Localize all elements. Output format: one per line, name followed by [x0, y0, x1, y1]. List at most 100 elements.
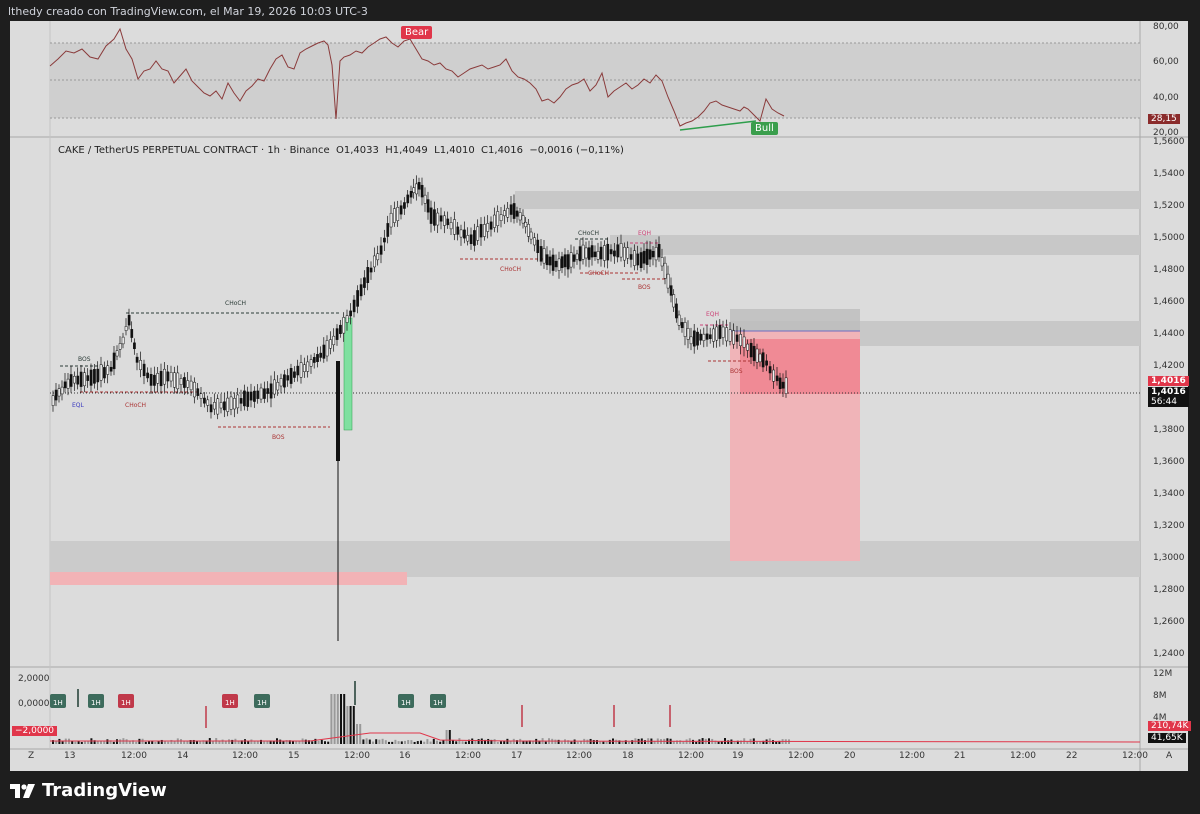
- time-tick: 13: [64, 751, 76, 761]
- candle-body: [623, 246, 626, 261]
- candle-body: [109, 366, 113, 372]
- volume-bar: [564, 739, 566, 744]
- rsi-bear-label: Bear: [401, 26, 433, 39]
- rsi-bull-label: Bull: [751, 122, 778, 135]
- candle-body: [89, 369, 93, 386]
- volume-bar: [55, 741, 58, 744]
- ohlc-open: O1,4033: [336, 145, 379, 156]
- candle-body: [702, 333, 706, 341]
- candle-body: [476, 226, 480, 241]
- volume-bar: [528, 740, 531, 744]
- candle-body: [420, 184, 424, 198]
- symbol-name[interactable]: CAKE / TetherUS PERPETUAL CONTRACT: [58, 145, 258, 156]
- candle-body: [339, 324, 342, 334]
- volume-bar: [311, 741, 314, 744]
- candle-body: [466, 235, 470, 242]
- symbol-legend: CAKE / TetherUS PERPETUAL CONTRACT · 1h …: [58, 145, 624, 156]
- volume-bar: [52, 740, 54, 744]
- price-tick: 1,2400: [1153, 649, 1185, 659]
- volume-bar: [199, 741, 202, 744]
- volume-bar: [292, 740, 294, 744]
- candle-body: [639, 252, 643, 269]
- time-tick: 20: [844, 751, 856, 761]
- volume-bar: [397, 741, 400, 744]
- volume-bar: [375, 739, 378, 744]
- position-stop-zone[interactable]: [730, 309, 860, 331]
- volume-bar: [346, 706, 349, 744]
- candle-body: [636, 253, 640, 266]
- price-tick: 1,4400: [1153, 329, 1185, 339]
- volume-bar: [298, 740, 301, 744]
- volume-bar: [484, 739, 486, 744]
- candle-body: [593, 251, 597, 258]
- current-price: 1,4016: [1151, 387, 1186, 397]
- candle-body: [554, 260, 558, 268]
- indicator-neg-badge: −2,0000: [12, 726, 58, 736]
- candle-body: [486, 223, 490, 232]
- volume-bar: [746, 741, 749, 744]
- candle-body: [86, 375, 90, 381]
- candle-body: [606, 243, 610, 261]
- volume-badge: 210,74K: [1148, 721, 1192, 731]
- volume-bar: [336, 694, 339, 744]
- candle-body: [539, 246, 543, 262]
- candle-body: [784, 377, 788, 394]
- volume-bar: [362, 739, 365, 744]
- candle-body: [689, 336, 693, 345]
- volume-bar: [192, 739, 195, 744]
- candle-body: [493, 214, 496, 228]
- candle-body: [509, 204, 513, 215]
- volume-bar: [455, 741, 458, 744]
- candle-body: [449, 222, 453, 230]
- candle-body: [345, 315, 349, 323]
- candle-body: [542, 248, 546, 264]
- candle-body: [569, 252, 573, 268]
- volume-bar: [525, 740, 528, 744]
- candle-body: [746, 343, 749, 351]
- volume-bar: [570, 741, 573, 744]
- volume-bar: [509, 741, 512, 744]
- signal-marker-label: 1H: [53, 699, 63, 707]
- time-tick: 12:00: [788, 751, 814, 761]
- candle-body: [680, 322, 684, 329]
- screenshot-caption: lthedy creado con TradingView.com, el Ma…: [8, 5, 368, 18]
- candle-body: [239, 398, 243, 404]
- volume-bar: [365, 738, 368, 744]
- volume-bar: [116, 739, 118, 744]
- candle-body: [651, 251, 655, 258]
- candle-body: [103, 367, 106, 379]
- candle-body: [761, 352, 765, 368]
- time-tick: 12:00: [1122, 751, 1148, 761]
- signal-marker-label: 1H: [433, 699, 443, 707]
- candle-body: [446, 218, 450, 226]
- candle-body: [316, 354, 319, 363]
- volume-bar: [304, 739, 307, 744]
- volume-bar: [388, 741, 390, 744]
- volume-bar: [605, 741, 608, 744]
- indicator-tick: 2,0000: [18, 674, 50, 684]
- candles: [51, 175, 788, 420]
- candle-body: [521, 215, 525, 224]
- candle-body: [459, 229, 463, 238]
- candle-body: [199, 393, 203, 399]
- smc-label: EQH: [638, 230, 651, 237]
- demand-zone: [50, 541, 1140, 577]
- chart-canvas[interactable]: BOS CHoCH EQL CHoCH BOS CHoCH CHoCH EQH CHoCH BOS…: [10, 21, 1188, 771]
- volume-bar: [500, 741, 502, 744]
- symbol-interval[interactable]: 1h: [267, 145, 281, 156]
- timezone-button[interactable]: Z: [28, 751, 35, 761]
- volume-bar: [71, 741, 74, 744]
- candle-body: [545, 254, 549, 266]
- volume-bar: [314, 738, 317, 744]
- smc-label: CHoCH: [225, 300, 246, 307]
- candle-body: [223, 401, 226, 411]
- auto-scale-button[interactable]: A: [1166, 751, 1173, 761]
- candle-body: [276, 382, 280, 391]
- price-tick: 1,5200: [1153, 201, 1185, 211]
- candle-body: [186, 380, 190, 388]
- candle-body: [409, 191, 413, 198]
- candle-body: [527, 223, 530, 237]
- candle-body: [213, 402, 216, 410]
- volume-bar: [429, 741, 432, 744]
